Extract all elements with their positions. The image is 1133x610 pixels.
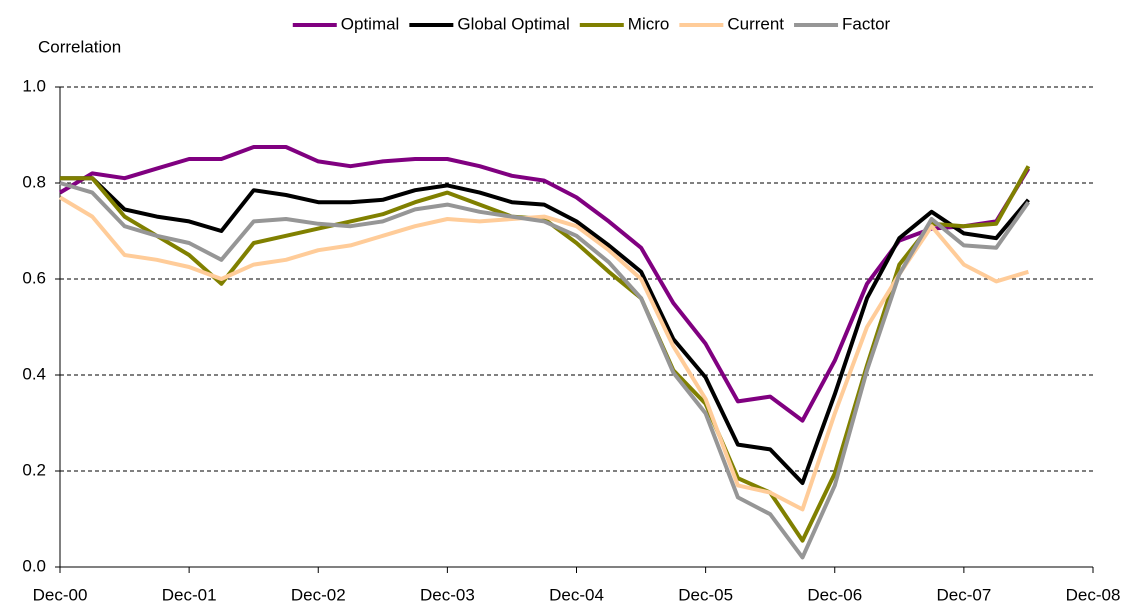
- legend-label: Micro: [628, 14, 670, 33]
- x-tick-label: Dec-08: [1066, 585, 1121, 604]
- y-axis-label: Correlation: [38, 37, 121, 56]
- x-tick-label: Dec-03: [420, 585, 475, 604]
- x-tick-label: Dec-02: [291, 585, 346, 604]
- x-tick-label: Dec-01: [162, 585, 217, 604]
- x-tick-label: Dec-04: [549, 585, 604, 604]
- x-tick-label: Dec-06: [807, 585, 862, 604]
- legend-label: Optimal: [341, 14, 400, 33]
- y-tick-label: 0.8: [22, 172, 46, 191]
- y-tick-label: 0.2: [22, 460, 46, 479]
- series-line: [59, 181, 1031, 560]
- x-tick-label: Dec-07: [936, 585, 991, 604]
- legend-label: Factor: [842, 14, 891, 33]
- series-line: [58, 195, 1029, 512]
- y-tick-label: 1.0: [22, 76, 46, 95]
- series-line: [58, 145, 1031, 423]
- x-tick-label: Dec-05: [678, 585, 733, 604]
- legend-label: Current: [727, 14, 784, 33]
- y-tick-label: 0.4: [22, 364, 46, 383]
- series-line: [60, 176, 1030, 485]
- legend-label: Global Optimal: [457, 14, 569, 33]
- y-tick-label: 0.6: [22, 268, 46, 287]
- y-tick-label: 0.0: [22, 556, 46, 575]
- x-tick-label: Dec-00: [33, 585, 88, 604]
